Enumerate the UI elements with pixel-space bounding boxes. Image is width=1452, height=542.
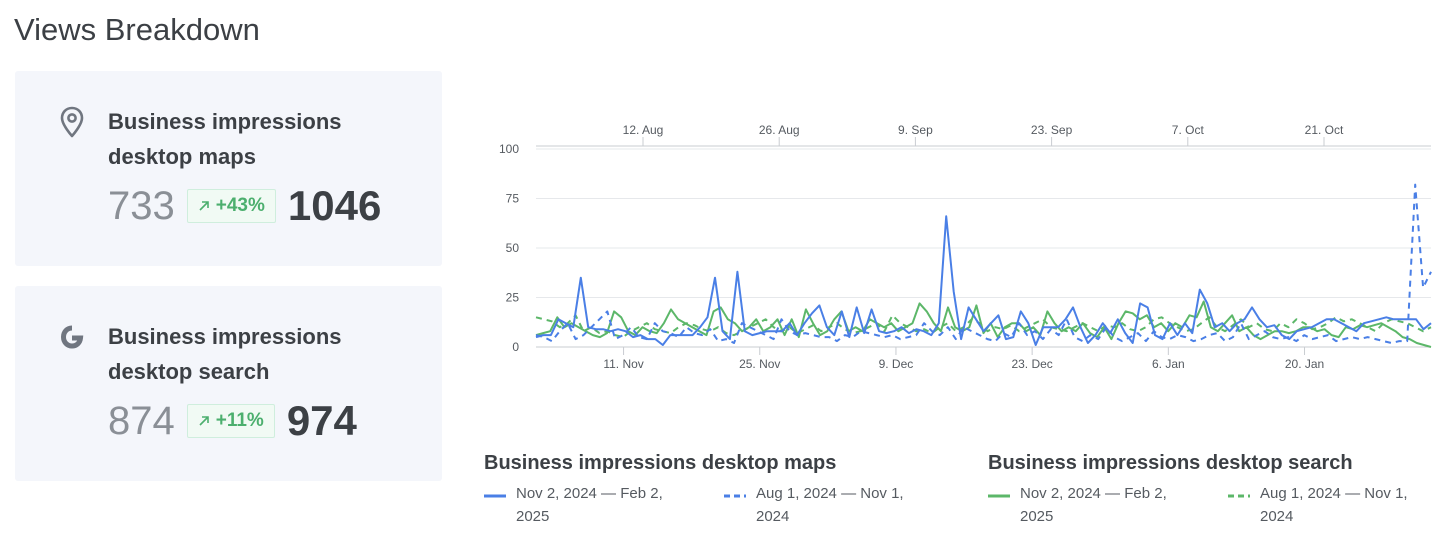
legend-title: Business impressions desktop maps: [484, 452, 837, 474]
y-tick-label: 75: [506, 192, 520, 206]
card-title: Business impressions desktop search: [108, 324, 342, 384]
top-x-tick-label: 9. Sep: [898, 123, 933, 137]
legend-label: Aug 1, 2024 — Nov 1, 2024: [1260, 485, 1408, 525]
page-title: Views Breakdown: [14, 12, 260, 47]
bottom-x-tick-label: 9. Dec: [879, 357, 914, 371]
legend-label: Nov 2, 2024 — Feb 2, 2025: [516, 485, 663, 525]
google-g-icon: [60, 325, 84, 349]
dashed-line-swatch-icon: [1228, 494, 1250, 498]
card-stats: 733 +43% 1046: [108, 181, 381, 231]
y-tick-label: 0: [512, 340, 519, 354]
bottom-x-tick-label: 23. Dec: [1011, 357, 1052, 371]
metric-card-desktop-search: Business impressions desktop search 874 …: [15, 286, 442, 481]
bottom-x-tick-label: 20. Jan: [1285, 357, 1324, 371]
legend-group-search: Business impressions desktop search Nov …: [988, 452, 1448, 525]
metric-card-desktop-maps: Business impressions desktop maps 733 +4…: [15, 71, 442, 266]
top-x-tick-label: 23. Sep: [1031, 123, 1073, 137]
change-percent: +43%: [215, 195, 265, 216]
solid-line-swatch-icon: [988, 494, 1010, 498]
arrow-up-right-icon: [199, 416, 209, 426]
change-badge: +43%: [186, 189, 276, 223]
y-tick-label: 25: [506, 291, 520, 305]
bottom-x-tick-label: 25. Nov: [739, 357, 780, 371]
y-tick-label: 50: [506, 241, 520, 255]
previous-value: 733: [108, 183, 175, 228]
solid-line-swatch-icon: [484, 494, 506, 498]
card-stats: 874 +11% 974: [108, 396, 357, 446]
card-title: Business impressions desktop maps: [108, 109, 342, 169]
current-value: 974: [286, 397, 357, 444]
previous-value: 874: [108, 398, 175, 443]
change-badge: +11%: [186, 404, 275, 438]
bottom-x-tick-label: 6. Jan: [1152, 357, 1185, 371]
bottom-x-tick-label: 11. Nov: [603, 357, 643, 371]
legend-group-maps: Business impressions desktop maps Nov 2,…: [484, 452, 944, 525]
top-x-tick-label: 12. Aug: [623, 123, 664, 137]
top-x-tick-label: 26. Aug: [759, 123, 800, 137]
top-x-tick-label: 21. Oct: [1305, 123, 1344, 137]
legend-label: Aug 1, 2024 — Nov 1, 2024: [756, 485, 904, 525]
views-line-chart: 0 25 50 75 100 12. Aug 26. Aug 9. Sep 23. Sep 7. …: [499, 123, 1432, 371]
legend-label: Nov 2, 2024 — Feb 2, 2025: [1020, 485, 1167, 525]
series-line-search-current: [535, 300, 1432, 348]
arrow-up-right-icon: [199, 201, 209, 211]
top-x-tick-label: 7. Oct: [1172, 123, 1205, 137]
series-line-maps-current: [535, 215, 1432, 346]
map-pin-icon: [60, 106, 84, 138]
dashed-line-swatch-icon: [724, 494, 746, 498]
legend-title: Business impressions desktop search: [988, 452, 1353, 474]
current-value: 1046: [287, 182, 382, 229]
change-percent: +11%: [215, 410, 264, 431]
y-tick-label: 100: [499, 142, 519, 156]
